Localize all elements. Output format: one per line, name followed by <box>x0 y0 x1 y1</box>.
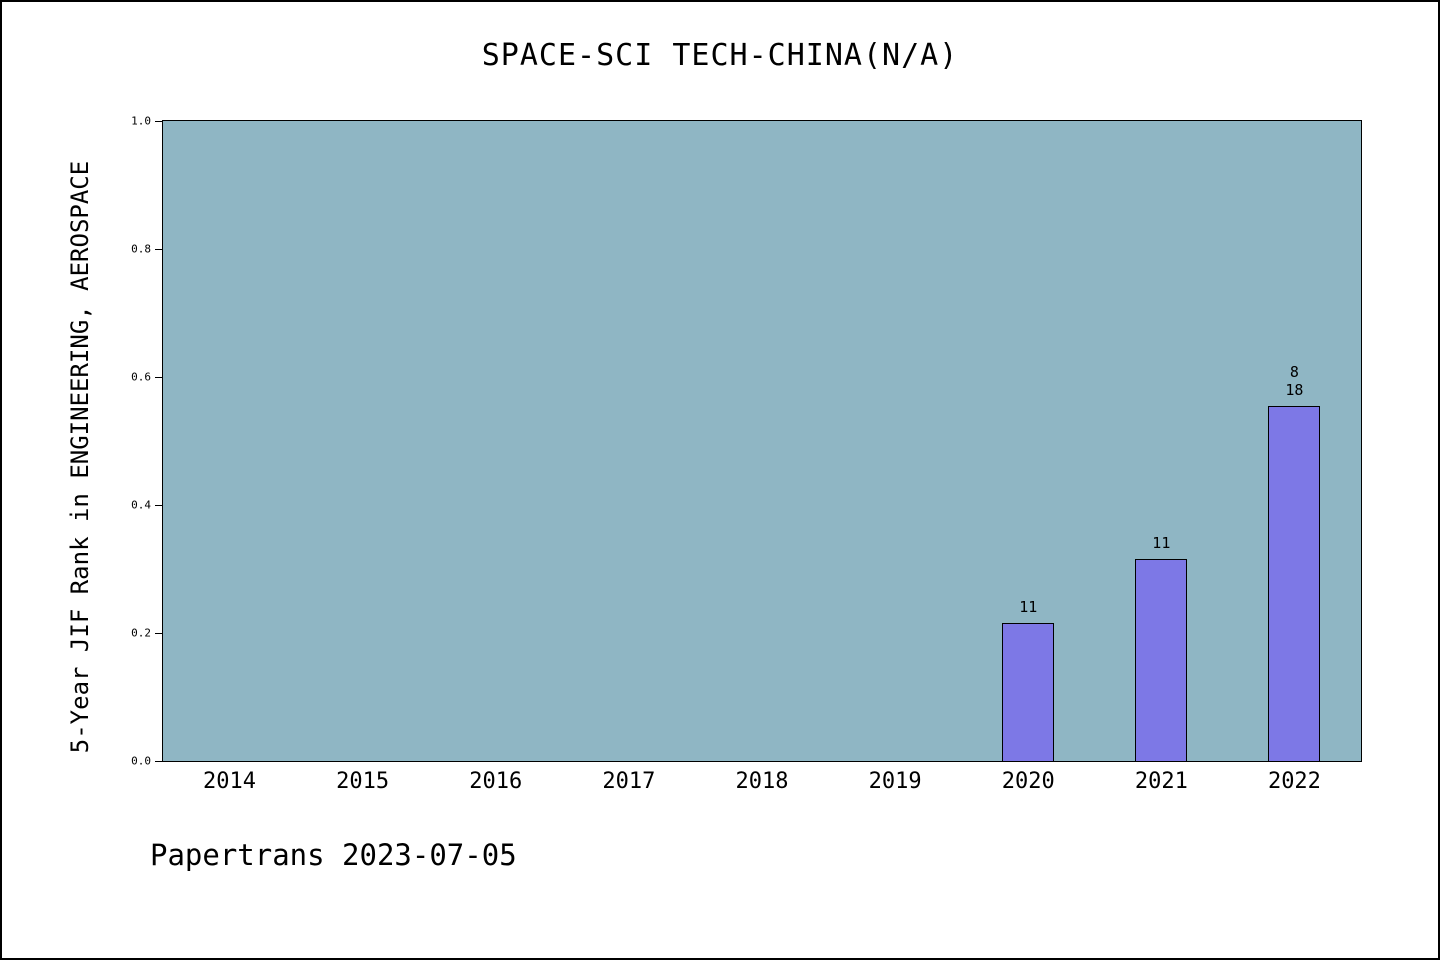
y-tick-mark <box>155 249 163 250</box>
y-tick-label: 1.0 <box>131 114 151 128</box>
y-tick-label: 0.2 <box>131 626 151 640</box>
x-tick-label: 2017 <box>602 769 656 794</box>
bar-label-2022: 8 18 <box>1285 362 1304 399</box>
x-tick-label: 2019 <box>868 769 922 794</box>
x-tick-label: 2020 <box>1001 769 1055 794</box>
x-tick-label: 2022 <box>1267 769 1321 794</box>
y-tick-mark <box>155 633 163 634</box>
y-tick-label: 0.4 <box>131 498 151 512</box>
bar-2021 <box>1135 559 1188 761</box>
y-axis-label: 5-Year JIF Rank in ENGINEERING, AEROSPAC… <box>66 160 94 754</box>
x-tick-label: 2021 <box>1134 769 1188 794</box>
x-tick-label: 2014 <box>203 769 257 794</box>
y-tick-mark <box>155 761 163 762</box>
y-tick-label: 0.6 <box>131 370 151 384</box>
y-tick-label: 0.8 <box>131 242 151 256</box>
plot-area: 0.0 0.2 0.4 0.6 0.8 1.0 2014 2015 2016 2017 2018 20… <box>131 115 1362 794</box>
y-tick-mark <box>155 505 163 506</box>
bar-2020 <box>1002 623 1055 761</box>
x-tick-label: 2018 <box>735 769 789 794</box>
x-tick-label: 2016 <box>469 769 523 794</box>
footer-caption: Papertrans 2023-07-05 <box>150 838 517 872</box>
bar-2022 <box>1268 405 1321 761</box>
y-tick-mark <box>155 377 163 378</box>
bar-label-2020: 11 <box>1019 598 1038 617</box>
x-tick-label: 2015 <box>336 769 390 794</box>
chart-title: SPACE-SCI TECH-CHINA(N/A) <box>481 38 959 73</box>
bar-label-2021: 11 <box>1152 534 1171 553</box>
y-tick-label: 0.0 <box>131 754 151 768</box>
y-tick-mark <box>155 121 163 122</box>
